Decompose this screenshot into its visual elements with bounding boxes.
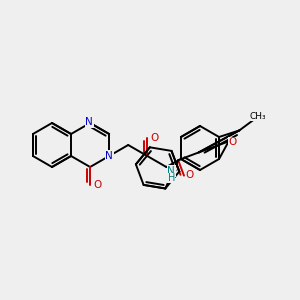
Text: O: O <box>186 169 194 180</box>
Text: N: N <box>105 151 113 161</box>
Text: N: N <box>85 117 93 127</box>
Text: CH₃: CH₃ <box>249 112 266 121</box>
Text: O: O <box>93 180 101 190</box>
Text: N: N <box>167 166 175 176</box>
Text: O: O <box>150 134 158 143</box>
Text: O: O <box>229 137 237 147</box>
Text: H: H <box>168 173 175 183</box>
